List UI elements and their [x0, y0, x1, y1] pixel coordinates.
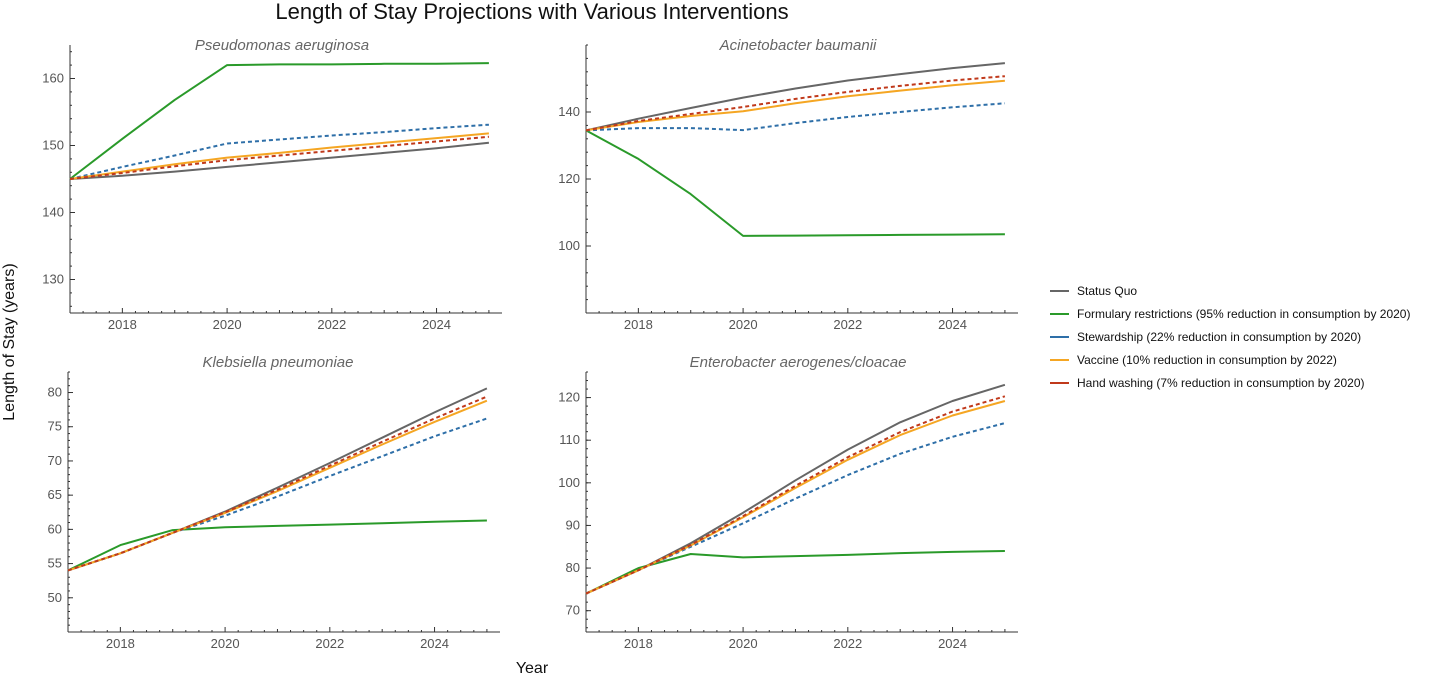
series-line-hand-washing — [585, 75, 1005, 132]
x-tick-label: 2020 — [211, 636, 240, 651]
x-tick-label: 2022 — [317, 317, 346, 332]
x-tick-label: 2018 — [624, 636, 653, 651]
legend-label: Hand washing (7% reduction in consumptio… — [1077, 376, 1365, 390]
x-tick-label: 2022 — [833, 317, 862, 332]
y-tick-label: 130 — [42, 272, 64, 287]
x-tick-label: 2018 — [106, 636, 135, 651]
legend: Status Quo Formulary restrictions (95% re… — [1050, 284, 1410, 390]
panel-title: Acinetobacter baumanii — [719, 37, 877, 54]
panel: Enterobacter aerogenes/cloacae 2018 2020 20… — [558, 354, 1018, 651]
series-line-formulary — [585, 550, 1005, 595]
panel-title: Klebsiella pneumoniae — [203, 354, 354, 371]
y-tick-label: 120 — [558, 171, 580, 186]
series-line-stewardship — [67, 417, 488, 572]
series-line-stewardship — [69, 123, 489, 180]
x-tick-label: 2018 — [624, 317, 653, 332]
y-tick-label: 65 — [48, 487, 62, 502]
series-line-vaccine — [69, 132, 489, 180]
y-tick-label: 70 — [566, 603, 580, 618]
x-tick-label: 2022 — [833, 636, 862, 651]
x-tick-label: 2020 — [213, 317, 242, 332]
y-tick-label: 80 — [48, 385, 62, 400]
legend-label: Formulary restrictions (95% reduction in… — [1077, 307, 1410, 321]
series-line-hand-washing — [67, 395, 488, 572]
chart-title: Length of Stay Projections with Various … — [275, 0, 788, 24]
panel: Klebsiella pneumoniae 2018 2020 2022 2024 50 5… — [48, 354, 500, 651]
series-line-vaccine — [67, 399, 488, 572]
legend-label: Status Quo — [1077, 284, 1137, 298]
y-tick-label: 50 — [48, 590, 62, 605]
series-line-formulary — [67, 519, 487, 572]
y-tick-label: 90 — [566, 517, 580, 532]
series-line-status-quo — [69, 141, 490, 180]
panel-title: Enterobacter aerogenes/cloacae — [690, 354, 907, 371]
x-tick-label: 2020 — [729, 317, 758, 332]
x-tick-label: 2022 — [315, 636, 344, 651]
panel: Pseudomonas aeruginosa 2018 2020 2022 2024 13… — [42, 37, 502, 332]
panel: Acinetobacter baumanii 2018 2020 2022 2024 10… — [558, 37, 1018, 332]
x-tick-label: 2018 — [108, 317, 137, 332]
y-tick-label: 100 — [558, 238, 580, 253]
series-line-status-quo — [585, 383, 1006, 595]
series-line-hand-washing — [69, 135, 489, 180]
y-tick-label: 80 — [566, 560, 580, 575]
series-line-stewardship — [585, 422, 1006, 595]
series-line-vaccine — [585, 400, 1006, 595]
y-tick-label: 60 — [48, 521, 62, 536]
series-line-stewardship — [585, 102, 1005, 132]
y-tick-label: 55 — [48, 556, 62, 571]
y-tick-label: 110 — [559, 432, 580, 447]
series-line-formulary — [585, 129, 1005, 237]
x-axis-label: Year — [516, 660, 549, 675]
y-tick-label: 140 — [558, 104, 580, 119]
y-tick-label: 70 — [48, 453, 62, 468]
panel-title: Pseudomonas aeruginosa — [195, 37, 369, 54]
legend-label: Stewardship (22% reduction in consumptio… — [1077, 330, 1361, 344]
series-line-status-quo — [585, 62, 1005, 132]
y-tick-label: 100 — [558, 475, 580, 490]
series-line-vaccine — [585, 79, 1005, 132]
x-tick-label: 2020 — [729, 636, 758, 651]
x-tick-label: 2024 — [422, 317, 451, 332]
x-tick-label: 2024 — [938, 317, 967, 332]
y-tick-label: 75 — [48, 419, 62, 434]
series-line-formulary — [69, 62, 489, 180]
panels: Pseudomonas aeruginosa 2018 2020 2022 2024 13… — [42, 37, 1018, 651]
y-tick-label: 160 — [42, 71, 64, 86]
y-tick-label: 140 — [42, 205, 64, 220]
y-axis-label: Length of Stay (years) — [1, 263, 18, 420]
y-tick-label: 120 — [558, 390, 580, 405]
y-tick-label: 150 — [42, 138, 64, 153]
x-tick-label: 2024 — [938, 636, 967, 651]
legend-label: Vaccine (10% reduction in consumption by… — [1077, 353, 1337, 367]
x-tick-label: 2024 — [420, 636, 449, 651]
